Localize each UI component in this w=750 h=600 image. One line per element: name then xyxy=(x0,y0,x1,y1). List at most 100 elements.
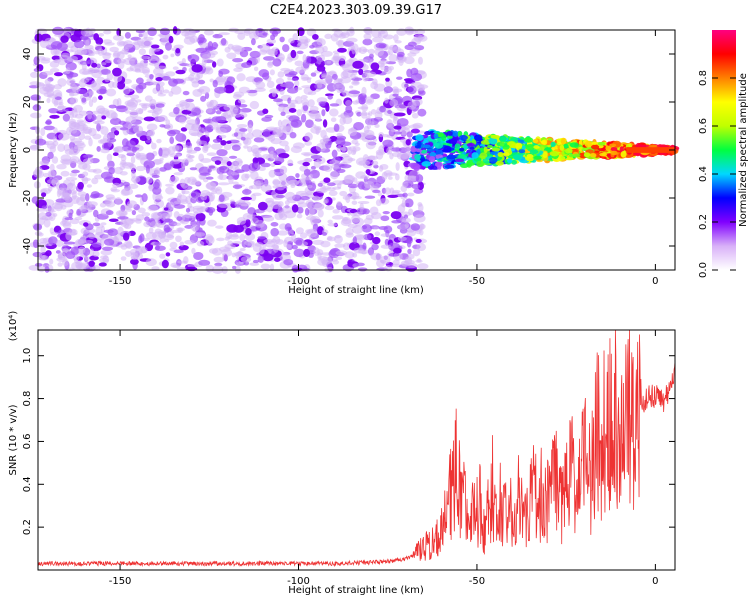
heatmap-cell xyxy=(245,132,254,140)
heatmap-cell xyxy=(459,163,469,169)
heatmap-cell xyxy=(52,140,59,147)
heatmap-cell xyxy=(137,207,146,214)
heatmap-cell xyxy=(72,86,81,93)
heatmap-cell xyxy=(88,90,95,96)
heatmap-cell xyxy=(112,235,118,243)
heatmap-cell xyxy=(269,69,275,76)
heatmap-cell xyxy=(262,32,268,36)
heatmap-cell xyxy=(189,167,198,171)
heatmap-cell xyxy=(198,153,205,162)
heatmap-cell xyxy=(307,99,315,108)
heatmap-cell xyxy=(284,200,290,206)
heatmap-cell xyxy=(74,113,84,119)
heatmap-cell xyxy=(145,152,155,161)
heatmap-cell xyxy=(597,141,606,146)
heatmap-cell xyxy=(223,84,235,94)
heatmap-cell xyxy=(446,130,453,136)
heatmap-cell xyxy=(247,124,253,133)
heatmap-cell xyxy=(362,38,373,46)
heatmap-cell xyxy=(392,93,399,97)
heatmap-cell xyxy=(47,186,53,192)
heatmap-cell xyxy=(34,125,40,135)
heatmap-cell xyxy=(291,204,299,213)
heatmap-cell xyxy=(40,127,46,137)
heatmap-cell xyxy=(263,56,275,61)
heatmap-cell xyxy=(186,266,198,272)
heatmap-cell xyxy=(277,71,285,78)
heatmap-cell xyxy=(184,239,195,245)
heatmap-cell xyxy=(405,139,411,146)
colorbar-ticks: 0.0 0.2 0.4 0.6 0.8 xyxy=(698,70,736,278)
heatmap-cell xyxy=(173,145,183,152)
heatmap-cell xyxy=(336,145,342,152)
heatmap-cell xyxy=(339,117,346,125)
heatmap-cell xyxy=(41,192,47,198)
heatmap-cell xyxy=(51,202,64,210)
heatmap-cell xyxy=(237,99,246,104)
heatmap-cell xyxy=(66,78,76,87)
heatmap-cell xyxy=(620,151,627,158)
heatmap-cell xyxy=(321,186,332,190)
heatmap-cell xyxy=(100,222,107,226)
heatmap-cell xyxy=(338,55,347,62)
heatmap-cell xyxy=(155,103,165,108)
heatmap-cell xyxy=(304,207,310,216)
heatmap-cell xyxy=(372,189,381,194)
heatmap-cell xyxy=(333,29,344,38)
heatmap-cell xyxy=(269,150,275,160)
heatmap-cell xyxy=(283,259,294,266)
heatmap-cell xyxy=(135,218,142,224)
heatmap-cell xyxy=(525,144,536,151)
heatmap-cell xyxy=(354,234,366,240)
heatmap-cell xyxy=(290,145,303,154)
heatmap-cell xyxy=(58,132,70,141)
heatmap-cell xyxy=(307,184,313,189)
heatmap-cell xyxy=(370,62,380,71)
heatmap-cell xyxy=(127,54,132,58)
heatmap-cell xyxy=(112,182,121,189)
heatmap-cell xyxy=(40,245,46,254)
heatmap-cell xyxy=(312,239,325,245)
heatmap-cell xyxy=(280,67,291,72)
heatmap-cell xyxy=(91,69,103,79)
heatmap-cell xyxy=(81,70,92,75)
heatmap-cell xyxy=(96,146,101,152)
heatmap-cell xyxy=(403,259,416,265)
heatmap-cell xyxy=(524,136,531,143)
heatmap-cell xyxy=(77,162,88,170)
heatmap-cell xyxy=(33,68,40,72)
heatmap-cell xyxy=(393,112,406,117)
heatmap-cell xyxy=(103,52,112,56)
heatmap-cell xyxy=(339,180,349,185)
heatmap-cell xyxy=(388,54,398,63)
heatmap-cell xyxy=(316,226,324,236)
heatmap-cell xyxy=(71,190,77,200)
heatmap-cell xyxy=(205,130,210,138)
heatmap-cell xyxy=(277,119,283,128)
heatmap-cell xyxy=(503,152,510,157)
heatmap-cell xyxy=(169,175,180,183)
heatmap-cell xyxy=(70,179,76,186)
heatmap-cell xyxy=(30,112,42,119)
heatmap-cell xyxy=(123,222,130,229)
heatmap-cell xyxy=(260,183,272,193)
heatmap-cell xyxy=(166,213,171,218)
heatmap-cell xyxy=(326,60,332,64)
heatmap-cell xyxy=(245,227,252,236)
heatmap-cell xyxy=(533,145,540,149)
heatmap-cell xyxy=(92,250,100,258)
heatmap-cell xyxy=(563,143,569,149)
heatmap-cell xyxy=(414,153,422,160)
heatmap-cell xyxy=(155,83,161,92)
heatmap-cell xyxy=(313,247,320,256)
heatmap-cell xyxy=(414,145,422,149)
heatmap-cell xyxy=(392,88,403,93)
heatmap-cell xyxy=(150,44,160,49)
heatmap-cell xyxy=(352,60,364,69)
heatmap-cell xyxy=(302,104,309,112)
heatmap-cell xyxy=(393,125,402,130)
heatmap-cell xyxy=(244,240,255,246)
heatmap-cell xyxy=(145,176,153,184)
heatmap-cell xyxy=(175,69,186,75)
heatmap-cell xyxy=(371,160,379,166)
